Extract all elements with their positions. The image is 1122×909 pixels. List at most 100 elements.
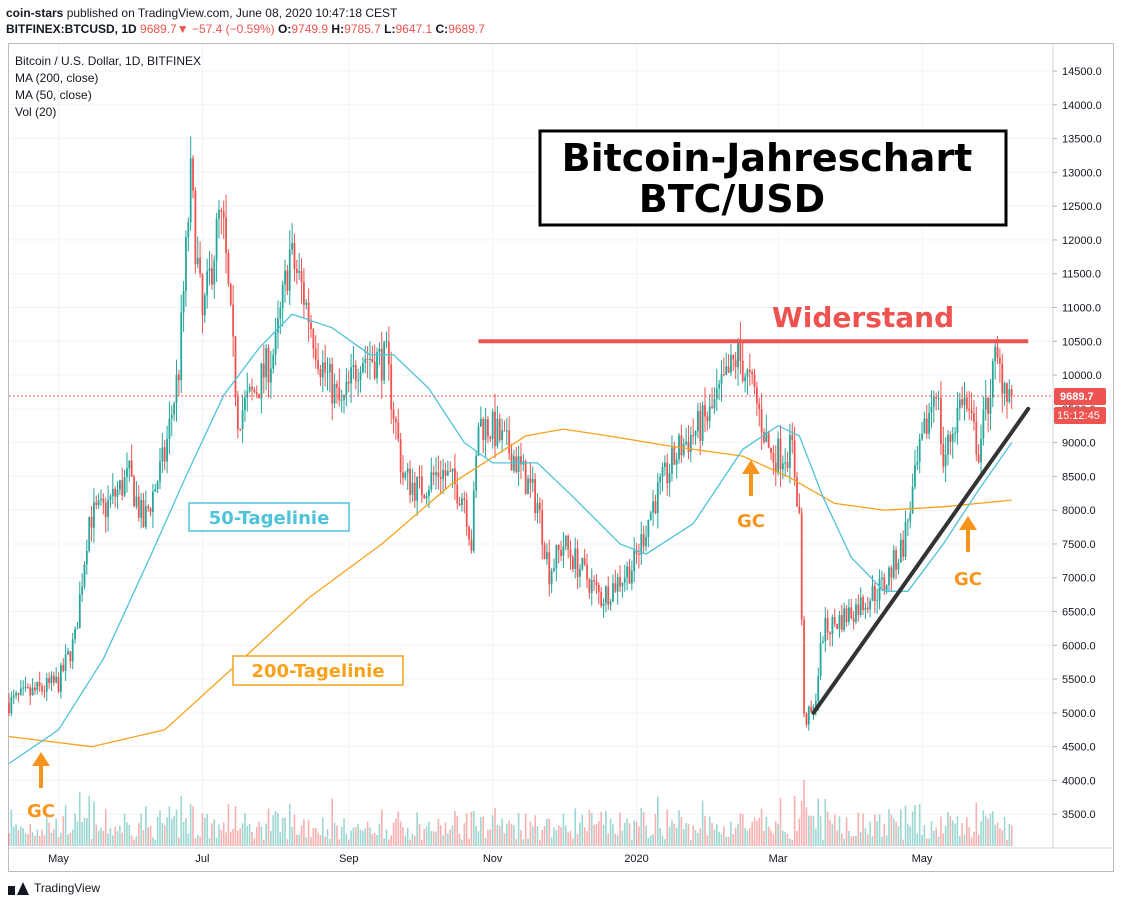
volume-bar — [8, 833, 10, 846]
candle-body — [218, 210, 220, 219]
candle-body — [753, 374, 756, 388]
legend-vol: Vol (20) — [15, 105, 57, 119]
volume-bar — [388, 839, 390, 846]
volume-bar — [62, 816, 65, 846]
volume-bar — [447, 833, 449, 846]
candle-body — [227, 252, 230, 285]
volume-bar — [347, 839, 350, 846]
candle-body — [810, 706, 813, 712]
candle-body — [626, 566, 629, 578]
candle-body — [409, 468, 411, 495]
volume-bar — [310, 837, 312, 846]
candle-body — [57, 676, 60, 692]
volume-bar — [595, 824, 598, 846]
volume-bar — [947, 811, 949, 846]
volume-bar — [586, 831, 588, 846]
volume-bar — [123, 813, 126, 846]
candle-body — [286, 270, 289, 291]
candle-body — [623, 577, 626, 583]
candle-body — [111, 488, 114, 497]
candle-body — [140, 499, 143, 518]
volume-bar — [86, 817, 88, 846]
volume-bar — [876, 821, 879, 846]
candle-body — [489, 436, 492, 440]
volume-bar — [194, 838, 197, 846]
volume-bar — [135, 836, 138, 846]
volume-bar — [491, 815, 494, 846]
volume-bar — [104, 809, 107, 846]
price-tick-label: 5500.0 — [1062, 674, 1096, 686]
volume-bar — [88, 795, 91, 846]
candle-body — [510, 453, 513, 471]
candle-body — [579, 569, 581, 577]
candle-body — [399, 439, 402, 473]
high-value: 9785.7 — [344, 22, 381, 36]
candle-body — [906, 520, 909, 522]
volume-bar — [175, 809, 178, 846]
candle-body — [663, 462, 666, 468]
candle-body — [95, 502, 98, 506]
candle-body — [253, 389, 256, 393]
candle-body — [786, 462, 789, 468]
volume-bar — [437, 818, 440, 846]
volume-bar — [102, 830, 105, 846]
golden-cross-markers: GC GC GC — [27, 460, 982, 822]
candle-body — [829, 632, 831, 635]
volume-bar — [428, 821, 430, 846]
volume-bar — [857, 812, 860, 846]
candle-body — [314, 348, 317, 361]
volume-bar — [343, 818, 345, 846]
volume-bar — [612, 824, 614, 846]
candle-body — [715, 388, 718, 400]
volume-bar — [137, 823, 140, 846]
time-tick-label: 2020 — [624, 853, 648, 865]
candle-body — [581, 557, 584, 570]
volume-bar — [741, 814, 744, 846]
candle-body — [607, 586, 610, 605]
volume-bar — [1001, 830, 1004, 846]
volume-bar — [246, 825, 249, 846]
candle-body — [928, 412, 931, 434]
volume-bar — [935, 827, 937, 846]
candle-body — [977, 454, 980, 463]
candle-body — [574, 548, 577, 569]
candle-body — [555, 544, 558, 569]
candle-body — [352, 365, 355, 368]
candle-body — [378, 348, 381, 353]
volume-bar — [288, 803, 291, 846]
volume-bar — [55, 818, 57, 846]
candle-body — [328, 363, 331, 373]
volume-bar — [182, 822, 185, 846]
volume-bar — [38, 835, 41, 846]
candle-body — [855, 604, 857, 622]
candle-body — [194, 190, 197, 265]
candle-body — [128, 460, 131, 469]
volume-bar — [253, 838, 256, 846]
volume-bar — [196, 835, 199, 846]
candle-body — [12, 695, 15, 697]
volume-bar — [569, 830, 572, 846]
candle-body — [31, 687, 34, 696]
volume-bar — [100, 827, 102, 846]
candle-body — [126, 468, 128, 478]
candle-body — [987, 397, 989, 414]
volume-bar — [229, 831, 232, 846]
chart-frame[interactable] — [8, 43, 1114, 872]
volume-bar — [593, 824, 595, 846]
volume-bar — [239, 828, 242, 846]
volume-bar — [600, 811, 602, 846]
volume-bar — [692, 825, 694, 846]
volume-bar — [166, 817, 168, 846]
candle-body — [324, 362, 327, 373]
volume-bar — [635, 821, 638, 846]
last-price-tag-text: 9689.7 — [1060, 391, 1094, 403]
volume-bar — [874, 814, 876, 846]
volume-bar — [631, 839, 633, 846]
candle-body — [925, 418, 928, 434]
candle-body — [291, 242, 294, 250]
candle-body — [78, 594, 81, 629]
ma200-label-box — [232, 655, 404, 686]
volume-bar — [652, 834, 654, 846]
volume-bar — [10, 809, 13, 846]
